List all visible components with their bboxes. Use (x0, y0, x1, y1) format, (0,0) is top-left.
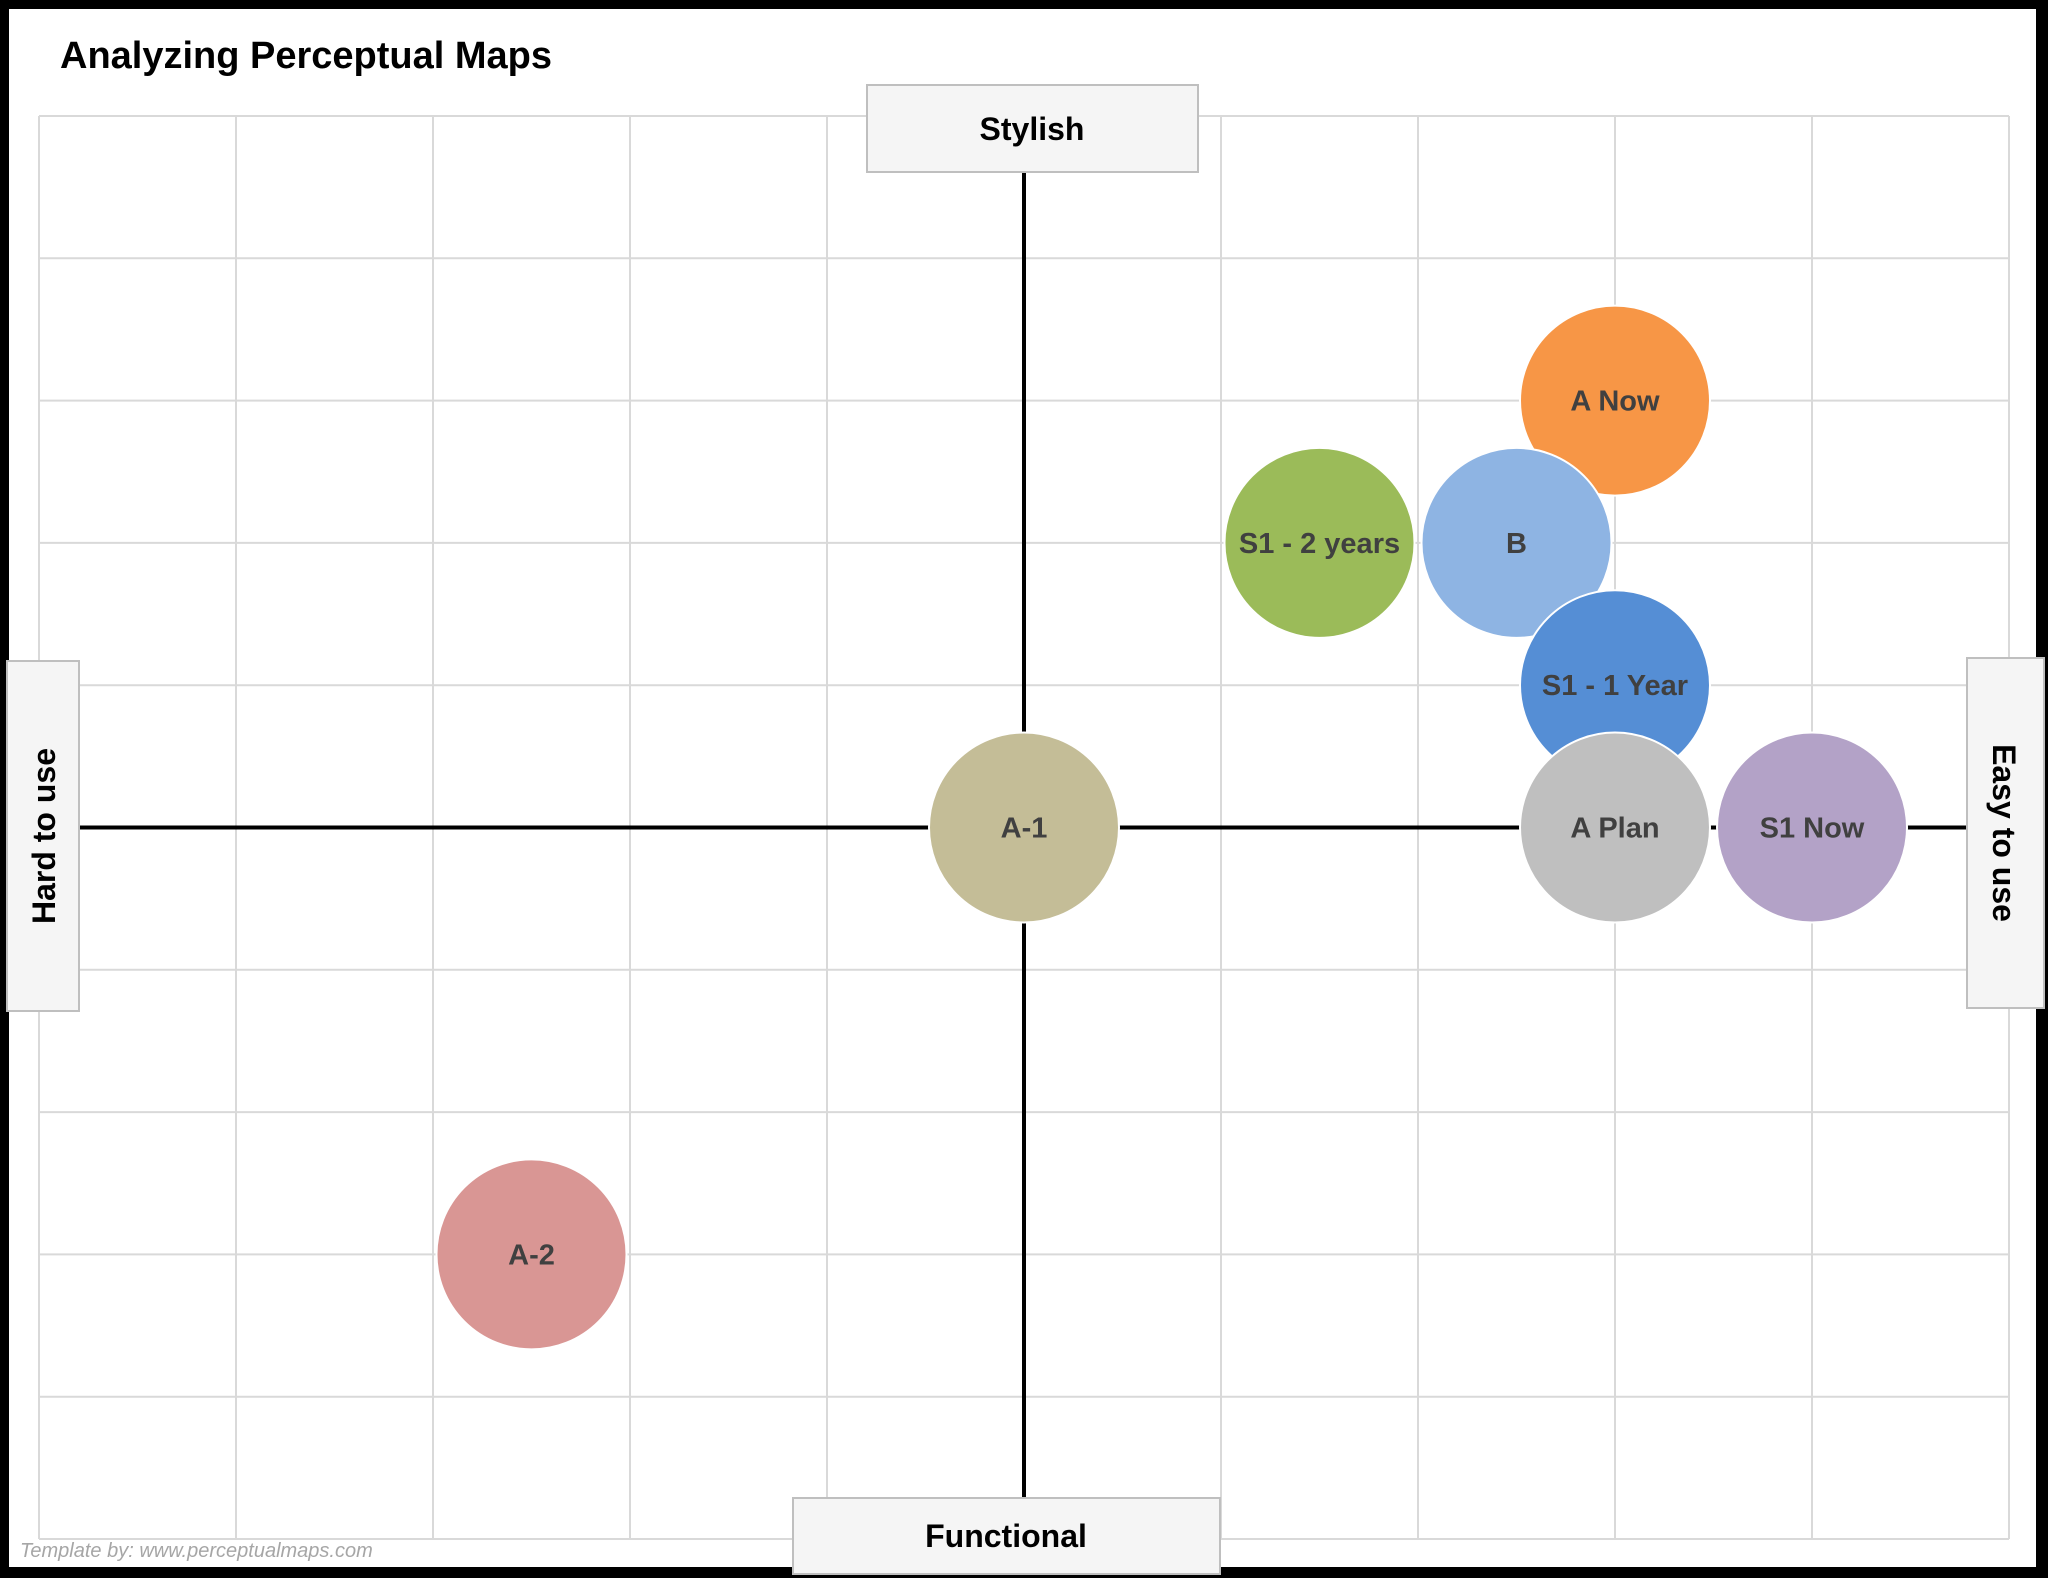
axis-label-bottom: Functional (925, 1518, 1087, 1554)
bubble-a-now: A Now (1519, 304, 1711, 497)
bubble-circle (1519, 304, 1711, 497)
bubble-circle (1420, 446, 1613, 639)
axis-label-top: Stylish (980, 111, 1085, 147)
bubble-b: B (1420, 446, 1613, 639)
bubble-circle (1223, 446, 1416, 639)
bubble-circle (1716, 731, 1908, 924)
bubble-label: S1 - 1 Year (1542, 670, 1688, 702)
bubble-a-1: A-1 (928, 731, 1120, 924)
bubble-label: A Plan (1570, 813, 1659, 845)
bubble-label: A-1 (1001, 813, 1048, 845)
bubble-circle (928, 731, 1120, 924)
bubble-a-plan: A Plan (1519, 731, 1711, 924)
axis-label-bottom-box: Functional (792, 1497, 1221, 1575)
footer-credit: Template by: www.perceptualmaps.com (20, 1540, 373, 1562)
axis-label-top-box: Stylish (866, 84, 1199, 173)
bubble-label: A-2 (508, 1239, 555, 1271)
bubble-label: S1 Now (1760, 813, 1865, 845)
axis-label-right: Easy to use (1986, 744, 2022, 922)
axis-label-left: Hard to use (26, 748, 62, 924)
axis-label-right-box: Easy to use (1966, 657, 2045, 1009)
bubble-label: A Now (1570, 386, 1660, 418)
bubble-label: B (1506, 528, 1527, 560)
axis-label-left-box: Hard to use (6, 660, 80, 1012)
bubble-s1-now: S1 Now (1716, 731, 1908, 924)
bubble-circle (435, 1158, 628, 1351)
bubble-label: S1 - 2 years (1239, 528, 1400, 560)
bubbles: A Now S1 - 2 years B S1 - 1 Year A-1 A Plan S1… (435, 304, 1908, 1351)
bubble-a-2: A-2 (435, 1158, 628, 1351)
bubble-circle (1519, 731, 1711, 924)
bubble-s1-1-year: S1 - 1 Year (1519, 589, 1711, 782)
chart-title: Analyzing Perceptual Maps (60, 35, 552, 77)
bubble-s1-2-years: S1 - 2 years (1223, 446, 1416, 639)
